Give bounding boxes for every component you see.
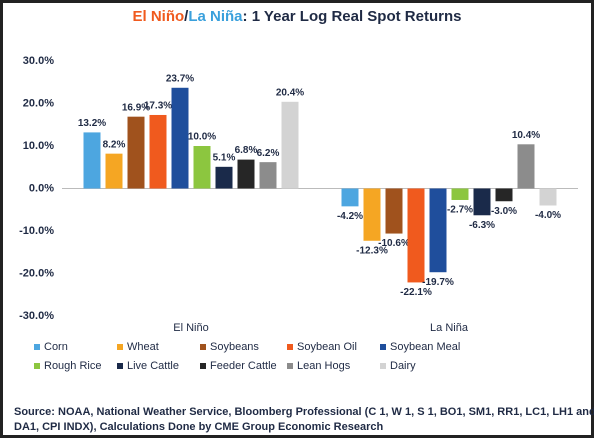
bar <box>495 188 513 202</box>
title-part: / <box>184 8 189 25</box>
value-label: -2.7% <box>447 205 473 216</box>
bar <box>517 144 535 189</box>
legend-label: Live Cattle <box>127 360 179 372</box>
x-tick-label: El Niño <box>173 322 208 334</box>
value-label: -4.0% <box>535 210 561 221</box>
bar <box>105 153 123 189</box>
y-tick-label: 10.0% <box>23 140 54 152</box>
legend-label: Soybeans <box>210 341 259 353</box>
value-label: 23.7% <box>166 73 194 84</box>
legend-swatch <box>34 344 40 350</box>
value-label: 16.9% <box>122 102 150 113</box>
bar <box>215 166 233 189</box>
value-label: -19.7% <box>422 277 454 288</box>
value-label: -22.1% <box>400 287 432 298</box>
bar <box>385 188 403 234</box>
value-label: 6.2% <box>257 148 280 159</box>
legend-swatch <box>380 363 386 369</box>
y-tick-label: 0.0% <box>29 182 54 194</box>
bar <box>341 188 359 207</box>
legend-swatch <box>287 363 293 369</box>
y-tick-label: 20.0% <box>23 97 54 109</box>
legend-label: Corn <box>44 341 68 353</box>
y-tick-label: -20.0% <box>19 267 54 279</box>
value-label: 6.8% <box>235 145 258 156</box>
bar <box>407 188 425 283</box>
legend-label: Wheat <box>127 341 159 353</box>
title-part: La Niña <box>188 8 243 25</box>
source-note: Source: NOAA, National Weather Service, … <box>14 406 594 418</box>
value-label: 5.1% <box>213 152 236 163</box>
bar <box>451 188 469 200</box>
bar <box>83 132 101 189</box>
value-label: 20.4% <box>276 87 304 98</box>
bar <box>363 188 381 241</box>
legend-label: Rough Rice <box>44 360 101 372</box>
legend-swatch <box>34 363 40 369</box>
legend-swatch <box>200 344 206 350</box>
legend-label: Feeder Cattle <box>210 360 277 372</box>
value-label: -3.0% <box>491 206 517 217</box>
bar <box>429 188 447 273</box>
value-label: -10.6% <box>378 238 410 249</box>
chart-title: El Niño/La Niña: 1 Year Log Real Spot Re… <box>133 8 462 25</box>
legend-swatch <box>380 344 386 350</box>
bar <box>237 159 255 189</box>
x-tick-label: La Niña <box>430 322 469 334</box>
bar <box>193 146 211 189</box>
title-part: El Niño <box>133 8 185 25</box>
value-label: 17.3% <box>144 101 172 112</box>
bar <box>281 101 299 189</box>
bar <box>127 116 145 189</box>
legend-swatch <box>287 344 293 350</box>
value-label: -4.2% <box>337 211 363 222</box>
bar <box>539 188 557 206</box>
y-tick-label: -30.0% <box>19 310 54 322</box>
value-label: 10.0% <box>188 132 216 143</box>
bar <box>171 87 189 189</box>
bar <box>473 188 491 216</box>
bar <box>259 162 277 189</box>
title-part: : 1 Year Log Real Spot Returns <box>243 8 462 25</box>
bar <box>149 114 167 189</box>
legend-swatch <box>117 344 123 350</box>
legend-label: Dairy <box>390 360 416 372</box>
legend-swatch <box>200 363 206 369</box>
source-note: DA1, CPI INDX), Calculations Done by CME… <box>14 421 383 433</box>
value-label: -12.3% <box>356 245 388 256</box>
value-label: 13.2% <box>78 118 106 129</box>
value-label: -6.3% <box>469 220 495 231</box>
value-label: 10.4% <box>512 130 540 141</box>
legend-label: Soybean Meal <box>390 341 460 353</box>
y-tick-label: -10.0% <box>19 225 54 237</box>
legend-label: Soybean Oil <box>297 341 357 353</box>
legend-swatch <box>117 363 123 369</box>
y-tick-label: 30.0% <box>23 55 54 67</box>
legend-label: Lean Hogs <box>297 360 351 372</box>
value-label: 8.2% <box>103 139 126 150</box>
